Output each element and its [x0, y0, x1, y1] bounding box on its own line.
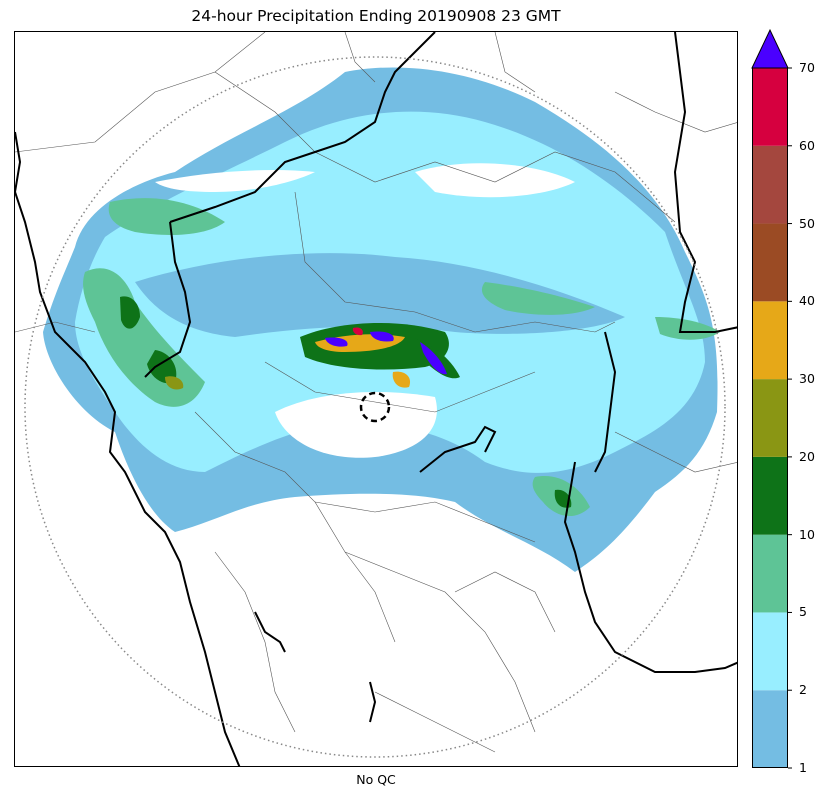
radar-site-marker [359, 391, 391, 423]
colorbar-segment [752, 301, 788, 380]
colorbar-segment [752, 379, 788, 457]
colorbar-segment [752, 612, 788, 691]
colorbar-tick-label: 40 [799, 293, 815, 309]
x-axis-label: No QC [356, 772, 396, 787]
colorbar-segment [752, 145, 788, 224]
precip-area-white-gap-2 [415, 163, 575, 198]
colorbar-tick-label: 2 [799, 682, 807, 698]
colorbar-segment [752, 456, 788, 535]
colorbar-segment [752, 223, 788, 302]
radar-map [14, 31, 738, 767]
colorbar-tick-label: 5 [799, 604, 807, 620]
colorbar-tick-label: 10 [799, 526, 815, 542]
colorbar-tick-label: 70 [799, 60, 815, 75]
colorbar-border [752, 67, 788, 768]
precip-area-green-east [481, 282, 595, 315]
precip-area-white-gap [155, 170, 315, 192]
colorbar-segment [752, 68, 788, 146]
convective-cluster [300, 322, 460, 388]
precip-layer [43, 67, 720, 572]
range-ring [24, 56, 726, 758]
colorbar-tick-label: 20 [799, 448, 815, 464]
colorbar-extend-arrow [751, 28, 789, 69]
map-title: 24-hour Precipitation Ending 20190908 23… [191, 7, 561, 25]
colorbar-segment [752, 690, 788, 768]
precip-area-olive [165, 376, 184, 390]
precip-area-white-gap-3 [275, 392, 437, 458]
colorbar-tick-label: 60 [799, 137, 815, 153]
district-boundaries [15, 32, 737, 753]
precip-area-light-blue-band [135, 253, 625, 337]
colorbar-tick-label: 30 [799, 371, 815, 387]
precip-area-green-far-east [655, 317, 720, 340]
colorbar-segment [752, 534, 788, 613]
colorbar-tick-label: 1 [799, 760, 807, 775]
colorbar [751, 28, 792, 769]
precip-area-dark-green-1 [120, 296, 140, 329]
colorbar-svg [751, 28, 792, 769]
precip-area-green-north [108, 198, 225, 235]
state-boundaries [15, 32, 737, 766]
colorbar-tick-label: 50 [799, 215, 815, 231]
